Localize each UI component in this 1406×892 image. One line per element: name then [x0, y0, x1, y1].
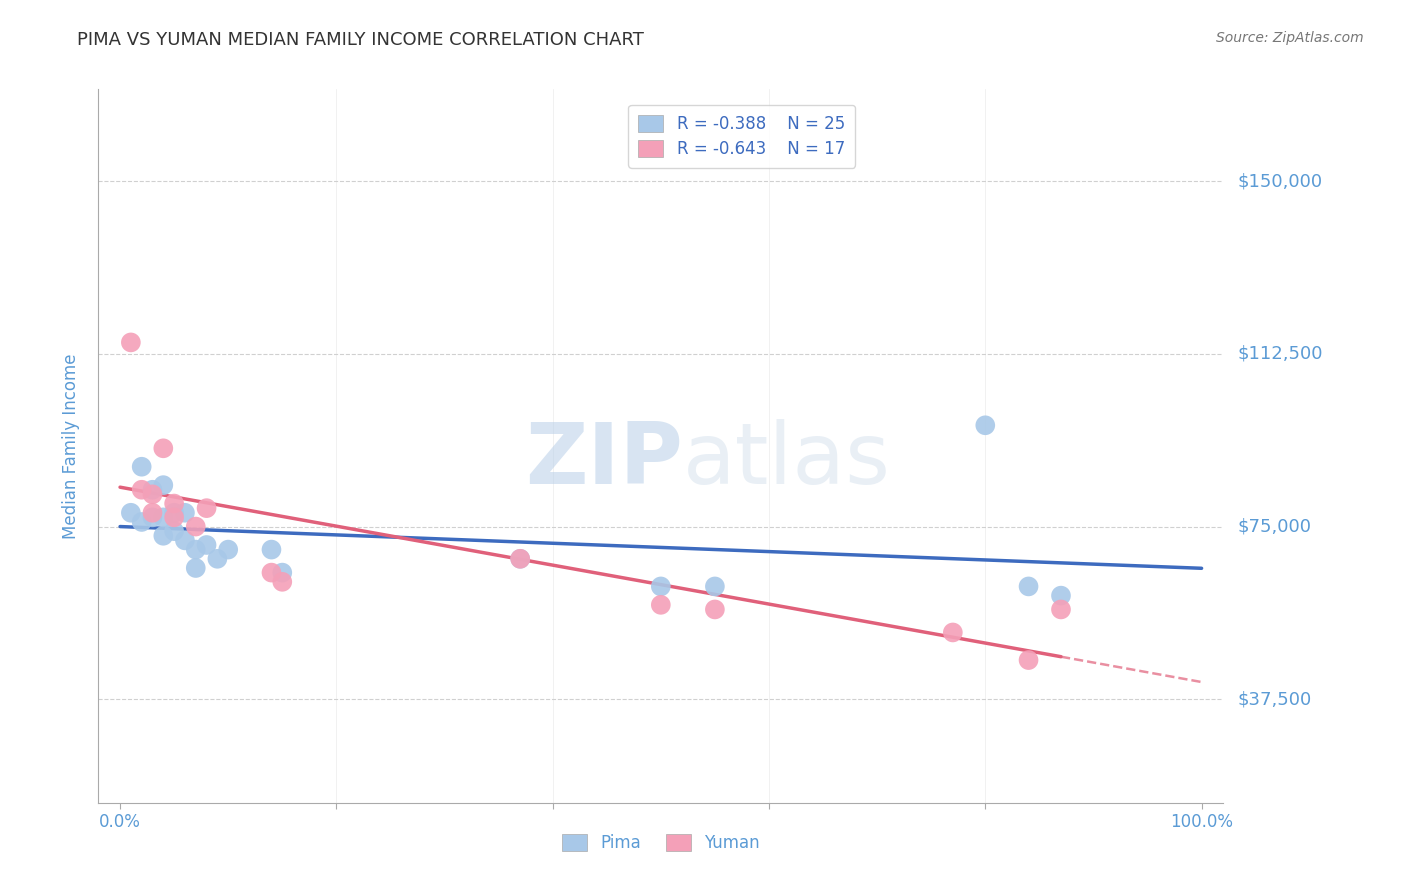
Point — [141, 487, 163, 501]
Point — [1018, 579, 1040, 593]
Point — [163, 497, 186, 511]
Point — [152, 529, 174, 543]
Point — [152, 442, 174, 456]
Text: atlas: atlas — [683, 418, 891, 502]
Point — [509, 551, 531, 566]
Point — [650, 598, 672, 612]
Point — [271, 566, 294, 580]
Point — [974, 418, 997, 433]
Point — [131, 515, 153, 529]
Point — [131, 459, 153, 474]
Text: PIMA VS YUMAN MEDIAN FAMILY INCOME CORRELATION CHART: PIMA VS YUMAN MEDIAN FAMILY INCOME CORRE… — [77, 31, 644, 49]
Point — [163, 506, 186, 520]
Point — [271, 574, 294, 589]
Text: Source: ZipAtlas.com: Source: ZipAtlas.com — [1216, 31, 1364, 45]
Text: $150,000: $150,000 — [1237, 172, 1322, 190]
Point — [260, 542, 283, 557]
Text: $112,500: $112,500 — [1237, 345, 1323, 363]
Point — [120, 506, 142, 520]
Point — [174, 533, 197, 548]
Point — [509, 551, 531, 566]
Point — [184, 542, 207, 557]
Text: ZIP: ZIP — [526, 418, 683, 502]
Point — [1018, 653, 1040, 667]
Point — [1050, 589, 1073, 603]
Point — [703, 579, 725, 593]
Text: $75,000: $75,000 — [1237, 517, 1312, 535]
Text: $37,500: $37,500 — [1237, 690, 1312, 708]
Point — [184, 561, 207, 575]
Point — [1050, 602, 1073, 616]
Point — [703, 602, 725, 616]
Point — [152, 510, 174, 524]
Point — [163, 524, 186, 538]
Point — [207, 551, 229, 566]
Point — [650, 579, 672, 593]
Point — [195, 501, 218, 516]
Point — [942, 625, 965, 640]
Y-axis label: Median Family Income: Median Family Income — [62, 353, 80, 539]
Point — [260, 566, 283, 580]
Point — [184, 519, 207, 533]
Point — [131, 483, 153, 497]
Point — [141, 506, 163, 520]
Point — [120, 335, 142, 350]
Point — [195, 538, 218, 552]
Point — [141, 483, 163, 497]
Point — [152, 478, 174, 492]
Point — [141, 510, 163, 524]
Point — [174, 506, 197, 520]
Point — [217, 542, 239, 557]
Legend: Pima, Yuman: Pima, Yuman — [555, 827, 766, 859]
Point — [163, 510, 186, 524]
